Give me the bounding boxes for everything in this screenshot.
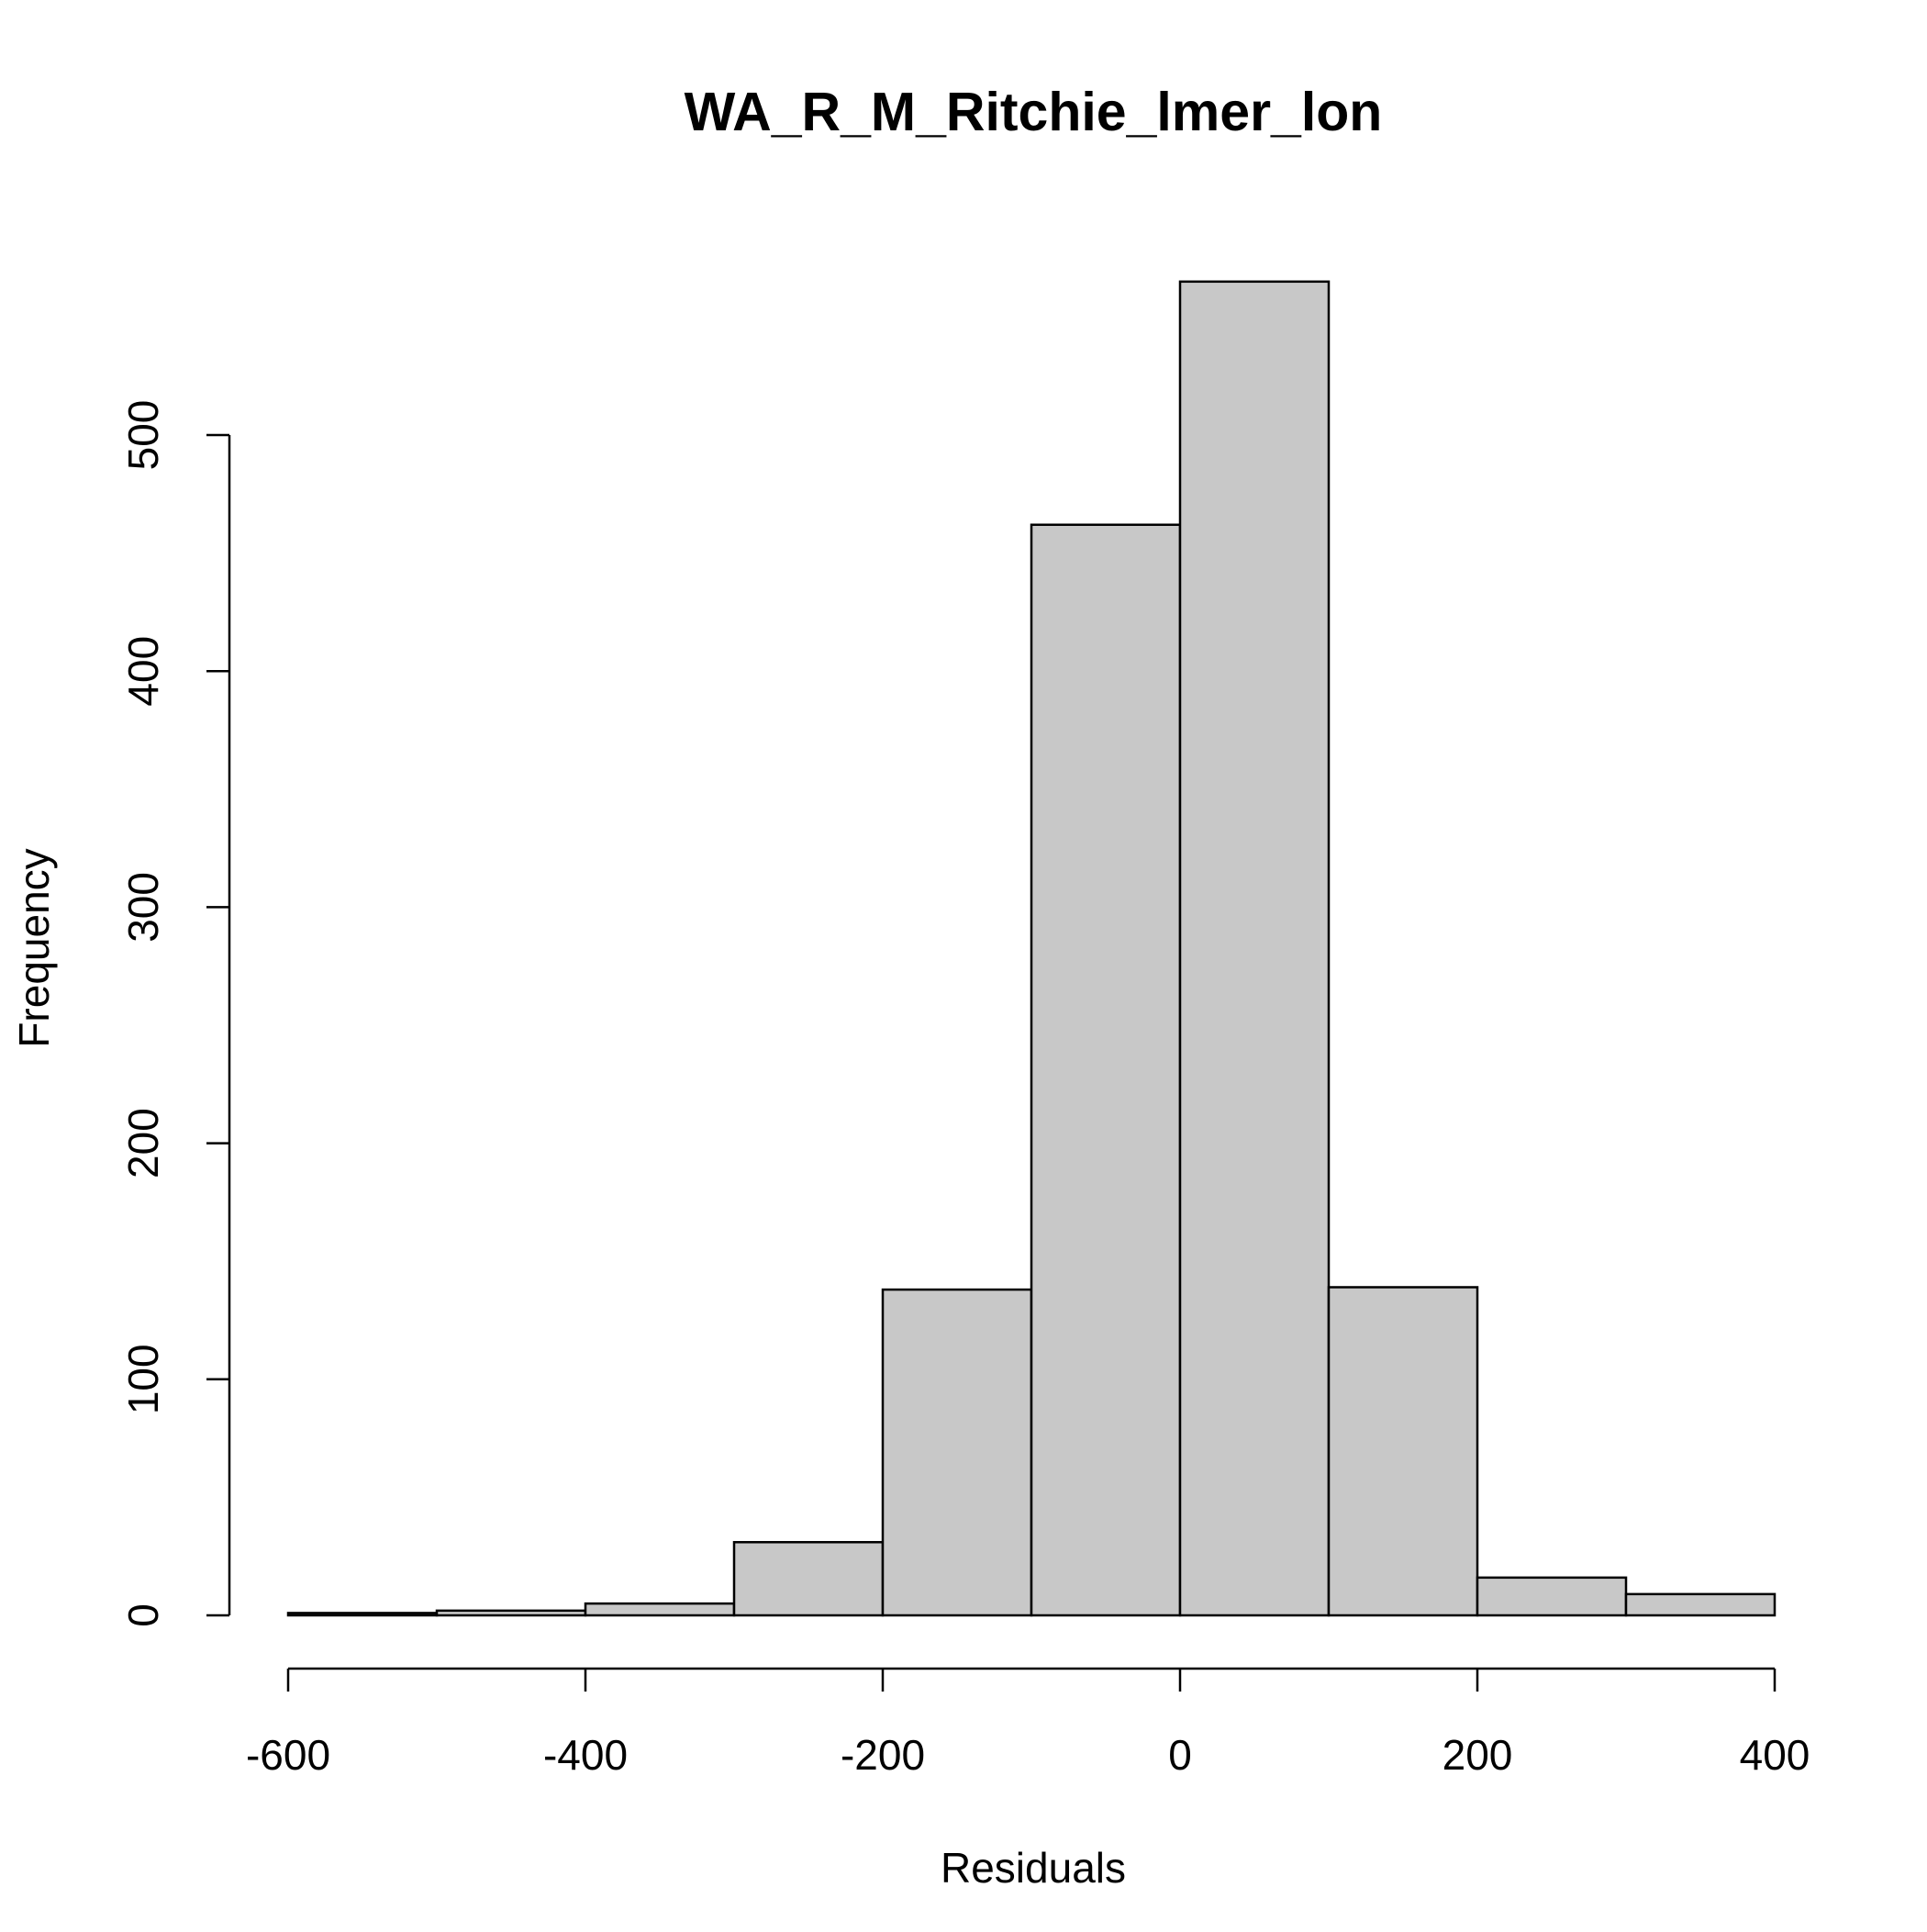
chart-title: WA_R_M_Ritchie_lmer_lon <box>685 82 1383 142</box>
histogram-bar-2 <box>584 1602 736 1617</box>
histogram-bar-6 <box>1178 280 1331 1617</box>
histogram-bar-5 <box>1030 523 1182 1617</box>
x-tick-label-4: 200 <box>1442 1731 1513 1779</box>
x-tick-label-0: -600 <box>246 1731 330 1779</box>
y-axis-label: Frequency <box>10 848 58 1047</box>
x-axis-label: Residuals <box>941 1844 1126 1892</box>
histogram-bar-8 <box>1476 1576 1628 1617</box>
x-tick-label-5: 400 <box>1740 1731 1810 1779</box>
histogram-bar-1 <box>435 1609 587 1617</box>
histogram-bar-0 <box>286 1612 439 1617</box>
histogram-bar-7 <box>1327 1286 1479 1617</box>
y-tick-label-2: 200 <box>119 1108 167 1178</box>
y-tick-label-1: 100 <box>119 1344 167 1414</box>
y-tick-label-5: 500 <box>119 400 167 471</box>
histogram-bar-9 <box>1624 1592 1777 1617</box>
y-tick-label-0: 0 <box>119 1603 167 1627</box>
x-tick-label-3: 0 <box>1168 1731 1192 1779</box>
histogram-bars <box>286 280 1777 1617</box>
histogram-bar-4 <box>881 1288 1033 1617</box>
y-tick-label-3: 300 <box>119 872 167 943</box>
y-tick-label-4: 400 <box>119 636 167 707</box>
x-axis: -600 -400 -200 0 200 400 <box>246 1667 1810 1779</box>
x-tick-label-2: -200 <box>841 1731 925 1779</box>
y-axis: 0 100 200 300 400 500 <box>119 400 231 1627</box>
histogram-bar-3 <box>732 1541 885 1617</box>
x-tick-label-1: -400 <box>543 1731 628 1779</box>
